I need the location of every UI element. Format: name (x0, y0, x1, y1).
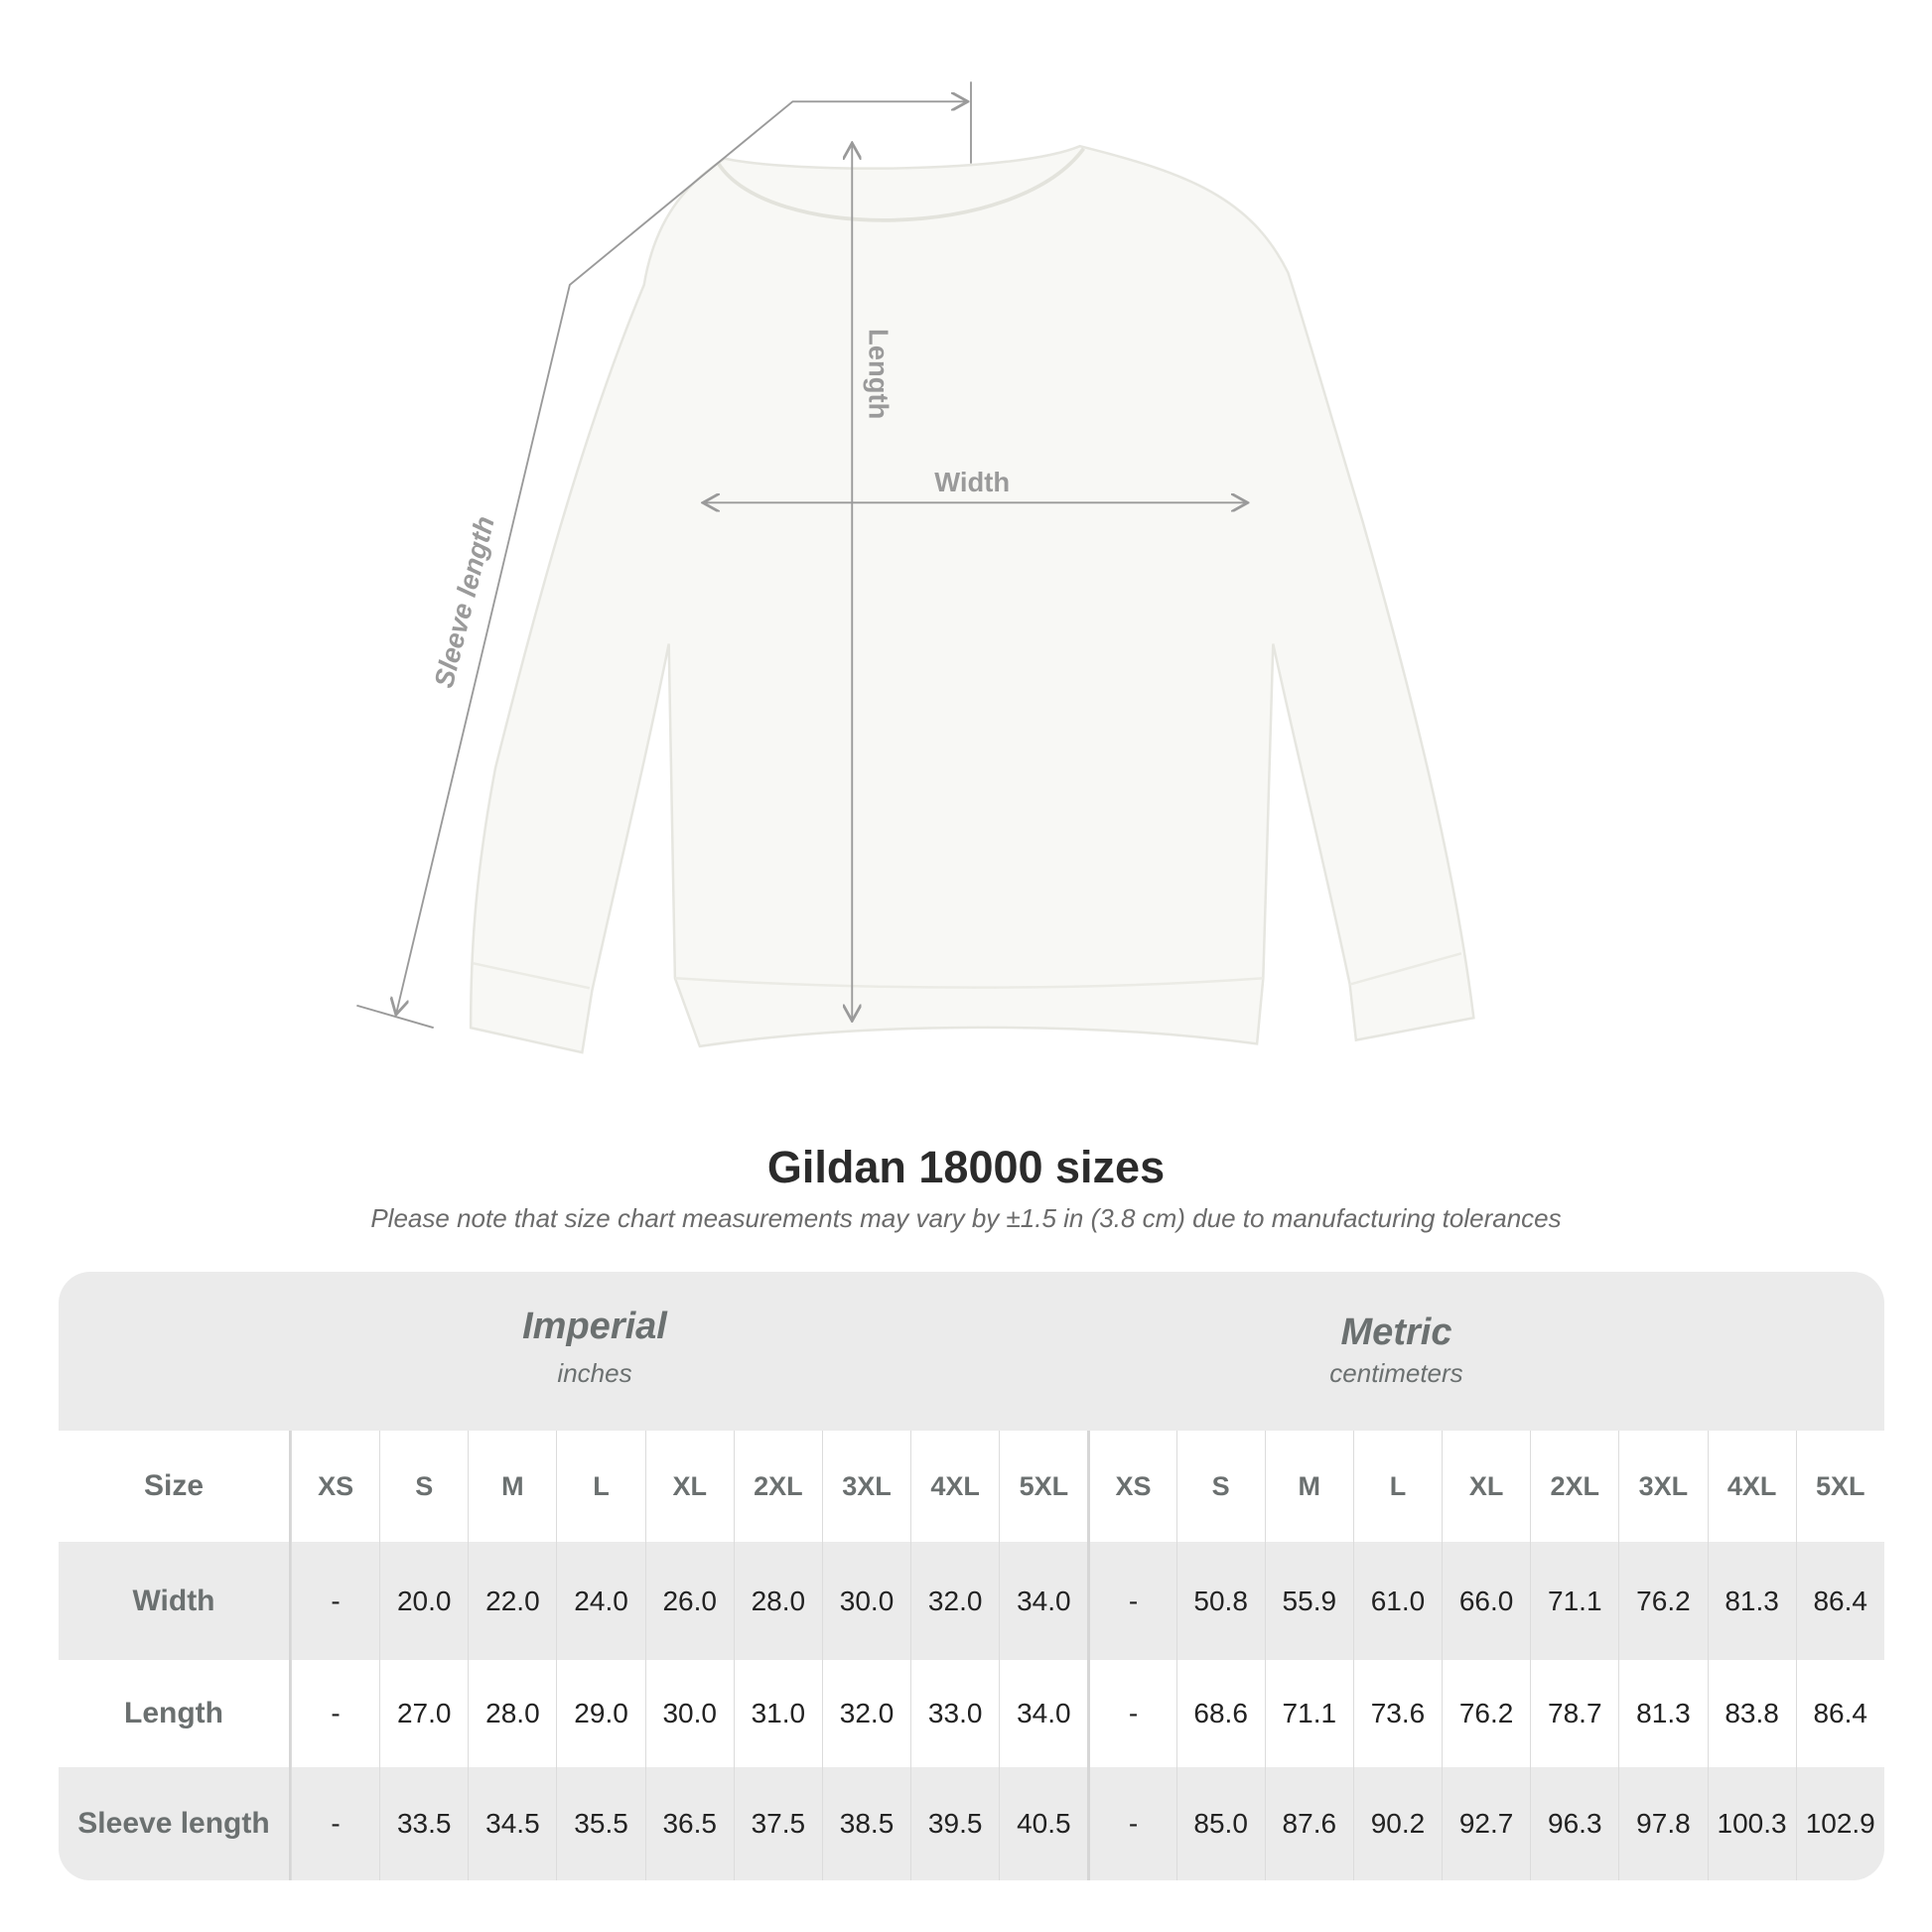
metric-value-cell: - (1087, 1767, 1175, 1880)
imperial-value-cell: 32.0 (910, 1542, 999, 1660)
metric-value-cell: 76.2 (1442, 1660, 1530, 1767)
imperial-header: Imperial inches (291, 1272, 1087, 1431)
metric-label: Metric (1340, 1311, 1452, 1353)
sleeve-length-label: Sleeve length (428, 513, 500, 691)
imperial-value-cell: 34.5 (468, 1767, 556, 1880)
size-header-cell: 5XL (1795, 1431, 1884, 1542)
size-chart-table: Imperial inches Metric centimeters Size X… (59, 1272, 1884, 1880)
size-header-cell: 3XL (1618, 1431, 1707, 1542)
row-label: Length (59, 1660, 291, 1767)
metric-value-cell: 102.9 (1795, 1767, 1884, 1880)
metric-value-cell: - (1087, 1542, 1175, 1660)
page-title: Gildan 18000 sizes (766, 1142, 1166, 1192)
imperial-value-cell: 28.0 (733, 1542, 822, 1660)
length-label: Length (864, 329, 895, 419)
metric-value-cell: 73.6 (1352, 1660, 1442, 1767)
imperial-value-cell: 27.0 (379, 1660, 468, 1767)
imperial-value-cell: - (291, 1542, 379, 1660)
size-header-row: Size XS S M L XL 2XL 3XL 4XL 5XL XS S M L XL 2XL 3XL 4XL 5… (59, 1431, 1884, 1542)
metric-value-cell: 100.3 (1707, 1767, 1796, 1880)
metric-value-cell: 83.8 (1707, 1660, 1796, 1767)
imperial-value-cell: 26.0 (644, 1542, 734, 1660)
metric-value-cell: 85.0 (1175, 1767, 1265, 1880)
width-label: Width (934, 467, 1010, 497)
metric-value-cell: 86.4 (1795, 1660, 1884, 1767)
imperial-value-cell: 22.0 (468, 1542, 556, 1660)
imperial-value-cell: 28.0 (468, 1660, 556, 1767)
imperial-value-cell: 34.0 (999, 1542, 1087, 1660)
sleeve-tick-bottom (356, 1004, 434, 1030)
sweatshirt-image (469, 144, 1475, 1054)
metric-value-cell: 96.3 (1530, 1767, 1618, 1880)
metric-value-cell: 76.2 (1618, 1542, 1707, 1660)
metric-value-cell: 71.1 (1264, 1660, 1353, 1767)
row-label: Sleeve length (59, 1767, 291, 1880)
imperial-value-cell: 36.5 (644, 1767, 734, 1880)
imperial-value-cell: 40.5 (999, 1767, 1087, 1880)
size-header-cell: S (379, 1431, 468, 1542)
size-header-cell: M (468, 1431, 556, 1542)
metric-value-cell: 55.9 (1264, 1542, 1353, 1660)
metric-value-cell: 97.8 (1618, 1767, 1707, 1880)
metric-value-cell: 68.6 (1175, 1660, 1265, 1767)
table-row: Length -27.0 28.0 29.0 30.0 31.0 32.0 33.0 34.0-… (59, 1660, 1884, 1767)
size-header-cell: 5XL (999, 1431, 1087, 1542)
size-header-cell: L (556, 1431, 644, 1542)
imperial-value-cell: 29.0 (556, 1660, 644, 1767)
metric-value-cell: 87.6 (1264, 1767, 1353, 1880)
metric-value-cell: 50.8 (1175, 1542, 1265, 1660)
imperial-value-cell: 20.0 (379, 1542, 468, 1660)
imperial-value-cell: 33.5 (379, 1767, 468, 1880)
imperial-value-cell: 34.0 (999, 1660, 1087, 1767)
header-band (59, 1272, 1884, 1431)
row-label: Size (59, 1431, 291, 1542)
metric-value-cell: 92.7 (1442, 1767, 1530, 1880)
sweatshirt-diagram: Width Length Sleeve length (356, 81, 1475, 1054)
metric-unit: centimeters (1329, 1358, 1463, 1388)
metric-value-cell: 81.3 (1618, 1660, 1707, 1767)
imperial-value-cell: 30.0 (821, 1542, 910, 1660)
imperial-value-cell: 37.5 (733, 1767, 822, 1880)
tolerance-note: Please note that size chart measurements… (370, 1203, 1562, 1233)
imperial-label: Imperial (522, 1306, 667, 1347)
size-header-cell: 4XL (1707, 1431, 1796, 1542)
imperial-value-cell: 24.0 (556, 1542, 644, 1660)
imperial-unit: inches (557, 1358, 632, 1388)
size-header-cell: 2XL (1530, 1431, 1618, 1542)
imperial-value-cell: - (291, 1767, 379, 1880)
metric-value-cell: 86.4 (1795, 1542, 1884, 1660)
imperial-value-cell: 30.0 (644, 1660, 734, 1767)
imperial-value-cell: 32.0 (821, 1660, 910, 1767)
imperial-value-cell: 31.0 (733, 1660, 822, 1767)
size-header-cell: M (1264, 1431, 1353, 1542)
size-header-cell: S (1175, 1431, 1265, 1542)
size-header-cell: XL (1442, 1431, 1530, 1542)
table-row: Sleeve length -33.5 34.5 35.5 36.5 37.5 38.5 39… (59, 1767, 1884, 1880)
imperial-value-cell: 38.5 (821, 1767, 910, 1880)
metric-value-cell: 90.2 (1352, 1767, 1442, 1880)
metric-header: Metric centimeters (1087, 1272, 1884, 1431)
size-header-cell: XS (291, 1431, 379, 1542)
size-header-cell: 3XL (821, 1431, 910, 1542)
metric-value-cell: 61.0 (1352, 1542, 1442, 1660)
metric-value-cell: 66.0 (1442, 1542, 1530, 1660)
size-header-cell: 4XL (910, 1431, 999, 1542)
size-header-cell: L (1352, 1431, 1442, 1542)
metric-value-cell: 71.1 (1530, 1542, 1618, 1660)
row-label: Width (59, 1542, 291, 1660)
sleeve-length-line (396, 101, 966, 1013)
metric-value-cell: - (1087, 1660, 1175, 1767)
size-header-cell: XL (644, 1431, 734, 1542)
cuff-right (1349, 952, 1462, 986)
imperial-value-cell: 39.5 (910, 1767, 999, 1880)
metric-value-cell: 81.3 (1707, 1542, 1796, 1660)
metric-value-cell: 78.7 (1530, 1660, 1618, 1767)
size-header-cell: 2XL (733, 1431, 822, 1542)
table-row: Width -20.0 22.0 24.0 26.0 28.0 30.0 32.0 34.0-5… (59, 1542, 1884, 1660)
imperial-value-cell: - (291, 1660, 379, 1767)
imperial-value-cell: 35.5 (556, 1767, 644, 1880)
size-header-cell: XS (1087, 1431, 1175, 1542)
imperial-value-cell: 33.0 (910, 1660, 999, 1767)
